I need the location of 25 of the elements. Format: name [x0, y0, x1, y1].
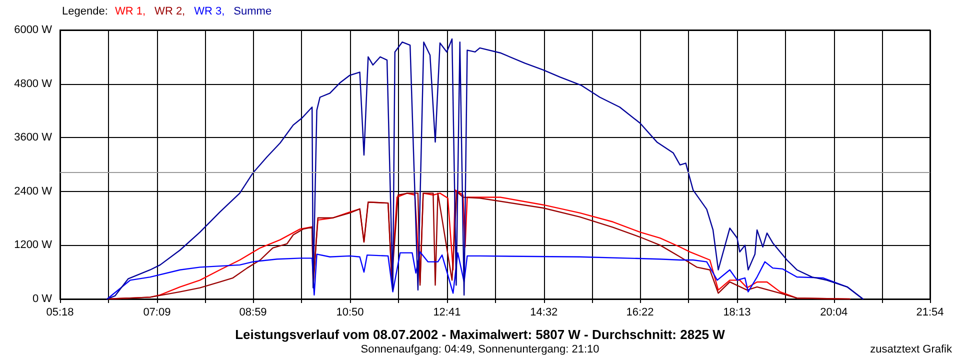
y-tick-label: 6000 W [14, 24, 53, 36]
text: Leistungsverlauf vom 08.07.2002 - Maximalwert: 5807 W - Durchschnitt: 2825 W [235, 327, 726, 342]
text: WR 1, [115, 6, 146, 18]
x-tick-label: 12:41 [433, 306, 461, 318]
y-tick-label: 4800 W [14, 78, 53, 90]
text: Sonnenaufgang: 04:49, Sonnenuntergang: 21:10 [360, 344, 600, 356]
text: Summe [234, 6, 272, 18]
text: zusatztext Grafik [870, 344, 952, 356]
line-series [106, 38, 864, 300]
legend-title: Legende: [62, 6, 108, 18]
x-tick-label: 20:04 [820, 306, 848, 318]
y-tick-label: 1200 W [14, 239, 53, 252]
x-tick-label: 18:13 [723, 306, 751, 318]
y-tick-label: 0 W [32, 293, 53, 305]
x-tick-label: 16:22 [626, 306, 654, 318]
y-tick-label: 3600 W [14, 132, 53, 144]
x-tick-label: 14:32 [530, 306, 558, 318]
x-tick-label: 21:54 [916, 306, 944, 318]
x-tick-label: 07:09 [143, 306, 171, 318]
y-tick-label: 2400 W [14, 185, 53, 198]
x-tick-label: 08:59 [239, 306, 267, 318]
x-tick-label: 05:18 [46, 306, 74, 318]
text: WR 3, [194, 6, 225, 18]
x-tick-label: 10:50 [336, 306, 364, 318]
text: WR 2, [154, 6, 186, 18]
